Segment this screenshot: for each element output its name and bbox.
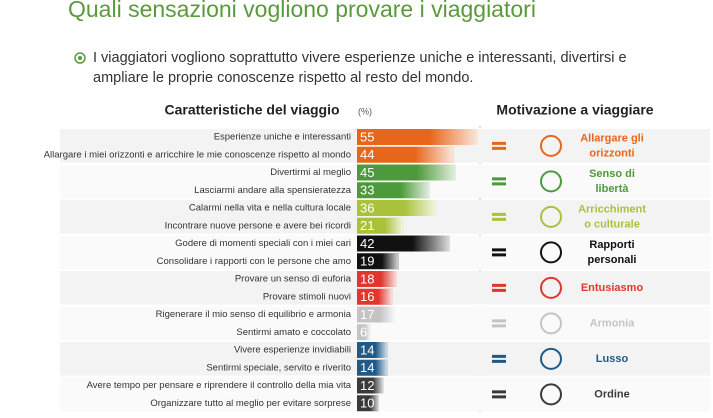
category-label: Godere di momenti speciali con i miei ca… (175, 238, 351, 249)
value-label: 10 (360, 396, 374, 411)
subtitle: I viaggiatori vogliono soprattutto viver… (93, 50, 627, 86)
value-label: 6 (360, 325, 367, 340)
equals-top (492, 248, 506, 252)
equals-top (492, 141, 506, 145)
group-name: Allargare gli (580, 132, 644, 144)
value-label: 12 (360, 378, 374, 393)
icon (540, 312, 562, 335)
value-label: 17 (360, 307, 374, 322)
category-label: Organizzare tutto al meglio per evitare … (150, 398, 351, 409)
icon (540, 347, 562, 370)
group-label: Motivazione a viaggiare (496, 102, 653, 118)
category-label: Incontrare nuove persone e avere bei ric… (165, 220, 351, 231)
equals-bottom (492, 324, 506, 328)
group-name: Ordine (594, 388, 629, 400)
value-label: 36 (360, 200, 374, 215)
bullet (74, 52, 86, 64)
category-label: Lasciarmi andare alla spensieratezza (194, 185, 352, 196)
category-label: Provare un senso di euforia (235, 274, 352, 285)
value-label: 14 (360, 360, 374, 375)
value-label: 16 (360, 289, 374, 304)
value-label: 44 (360, 147, 374, 162)
equals-bottom (492, 146, 506, 150)
category-label: Avere tempo per pensare e riprendere il … (87, 380, 352, 391)
bar-fade (357, 288, 393, 305)
equals-bottom (492, 359, 506, 363)
equals-bottom (492, 253, 506, 257)
bar-fade (357, 253, 399, 270)
value-label: 21 (360, 218, 374, 233)
icon (540, 134, 562, 157)
equals-bottom (492, 182, 506, 186)
icon (540, 276, 562, 299)
value-label: 45 (360, 165, 374, 180)
group-name: Lusso (596, 353, 629, 365)
equals-top (492, 283, 506, 287)
equals-top (492, 319, 506, 323)
bar-fade (357, 235, 450, 252)
value-label: 19 (360, 254, 374, 269)
equals-top (492, 354, 506, 358)
group-name: libertà (595, 183, 629, 195)
bar-fade (357, 359, 388, 376)
equals-top (492, 212, 506, 216)
category-label: Sentirmi amato e coccolato (236, 327, 351, 338)
equals-bottom (492, 395, 506, 399)
icon (540, 241, 562, 264)
bar-fade (357, 200, 437, 216)
group-name: Entusiasmo (581, 282, 644, 294)
equals-bottom (492, 288, 506, 292)
x-label: Caratteristiche del viaggio (164, 102, 339, 118)
group-name: Arricchiment (578, 203, 646, 215)
unit-label: (%) (358, 106, 372, 116)
bar-fade (357, 324, 371, 341)
category-label: Provare stimoli nuovi (263, 291, 351, 302)
value-label: 42 (360, 236, 374, 251)
category-label: Rigenerare il mio senso di equilibrio e … (156, 309, 352, 320)
title: Quali sensazioni vogliono provare i viag… (68, 0, 536, 22)
value-label: 14 (360, 342, 374, 357)
bar-fade (357, 146, 454, 163)
category-label: Consolidare i rapporti con le persone ch… (157, 256, 351, 267)
bar-fade (357, 395, 379, 412)
category-label: Vivere esperienze invidiabili (234, 345, 351, 356)
value-label: 55 (360, 129, 374, 144)
category-label: Sentirmi speciale, servito e riverito (206, 362, 351, 373)
bar-fade (357, 342, 388, 358)
group-name: Armonia (590, 317, 636, 329)
bar-fade (357, 306, 395, 323)
category-label: Calarmi nella vita e nella cultura local… (189, 203, 351, 214)
equals-top (492, 390, 506, 394)
equals-top (492, 177, 506, 181)
group-name: Rapporti (589, 239, 634, 251)
group-name: Senso di (589, 168, 635, 180)
bar-fade (357, 182, 430, 199)
group-band (60, 377, 710, 412)
group-name: orizzonti (589, 147, 634, 159)
group-name: o culturale (584, 218, 640, 230)
bar-fade (357, 164, 456, 181)
value-label: 18 (360, 271, 374, 286)
bar-fade (357, 377, 384, 394)
bar-fade (357, 217, 404, 234)
equals-bottom (492, 217, 506, 221)
icon (540, 170, 562, 193)
group-name: personali (588, 254, 637, 266)
category-label: Esperienze uniche e interessanti (214, 132, 351, 143)
category-label: Divertirmi al meglio (270, 167, 351, 178)
bar-fade (357, 271, 397, 287)
value-label: 33 (360, 183, 374, 198)
bullet-dot (78, 56, 82, 60)
bar-fade (357, 129, 478, 145)
category-label: Allargare i miei orizzonti e arricchire … (44, 149, 351, 160)
icon (540, 383, 562, 406)
icon (540, 205, 562, 228)
